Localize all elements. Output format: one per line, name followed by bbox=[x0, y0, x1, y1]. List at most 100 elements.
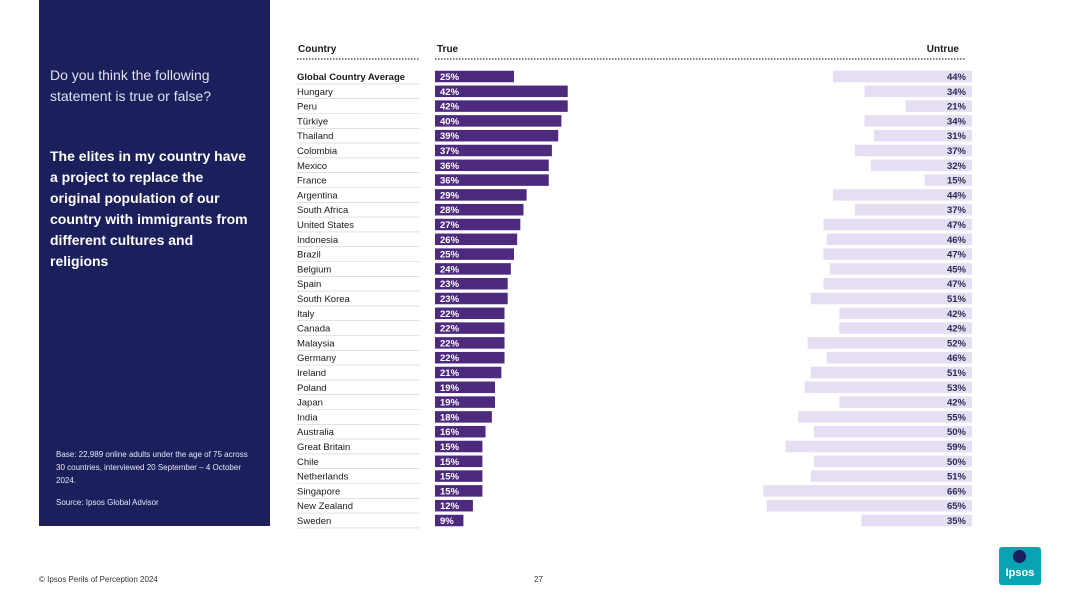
untrue-value-label: 42% bbox=[947, 398, 967, 409]
untrue-value-label: 66% bbox=[947, 486, 967, 497]
untrue-bar bbox=[810, 470, 972, 482]
untrue-bar bbox=[785, 440, 972, 453]
untrue-bar bbox=[766, 499, 972, 512]
true-bar bbox=[435, 396, 496, 408]
untrue-value-label: 52% bbox=[947, 338, 967, 349]
untrue-value-label: 47% bbox=[947, 279, 967, 290]
untrue-value-label: 34% bbox=[947, 116, 967, 127]
true-bar bbox=[435, 514, 464, 527]
country-label: Peru bbox=[297, 102, 317, 113]
untrue-bar bbox=[905, 100, 972, 112]
country-label: Germany bbox=[297, 353, 336, 364]
true-value-label: 23% bbox=[440, 294, 460, 305]
untrue-value-label: 15% bbox=[947, 176, 967, 187]
true-bar bbox=[435, 189, 527, 201]
true-value-label: 36% bbox=[440, 176, 460, 187]
true-bar bbox=[435, 440, 483, 453]
true-bar bbox=[435, 159, 549, 172]
country-label: France bbox=[297, 176, 327, 187]
untrue-bar bbox=[832, 189, 972, 201]
untrue-value-label: 53% bbox=[947, 383, 967, 394]
untrue-bar bbox=[826, 233, 972, 246]
country-label: Hungary bbox=[297, 87, 333, 98]
country-label: Malaysia bbox=[297, 338, 335, 349]
untrue-value-label: 50% bbox=[947, 427, 967, 438]
untrue-value-label: 37% bbox=[947, 146, 967, 157]
untrue-bar bbox=[864, 85, 972, 98]
header-true: True bbox=[437, 44, 459, 55]
untrue-value-label: 44% bbox=[947, 190, 967, 201]
untrue-value-label: 35% bbox=[947, 516, 967, 527]
untrue-value-label: 34% bbox=[947, 87, 967, 98]
true-value-label: 36% bbox=[440, 161, 460, 172]
page-number: 27 bbox=[534, 575, 543, 584]
untrue-bar bbox=[823, 218, 972, 231]
country-label: Netherlands bbox=[297, 472, 348, 483]
true-bar bbox=[435, 366, 502, 379]
untrue-bar bbox=[839, 396, 972, 408]
true-bar bbox=[435, 277, 508, 290]
country-label: Argentina bbox=[297, 190, 338, 201]
base-note: Base: 22,989 online adults under the age… bbox=[56, 450, 248, 485]
country-label: Brazil bbox=[297, 250, 321, 261]
country-label: Sweden bbox=[297, 516, 331, 527]
country-label: Singapore bbox=[297, 486, 340, 497]
country-label: United States bbox=[297, 220, 354, 231]
untrue-value-label: 44% bbox=[947, 72, 967, 83]
country-label: Italy bbox=[297, 309, 315, 320]
question-panel: Do you think the following statement is … bbox=[39, 0, 270, 526]
true-value-label: 15% bbox=[440, 472, 460, 483]
untrue-bar bbox=[839, 307, 972, 320]
true-value-label: 28% bbox=[440, 205, 460, 216]
true-value-label: 40% bbox=[440, 116, 460, 127]
true-value-label: 15% bbox=[440, 457, 460, 468]
country-label: Global Country Average bbox=[297, 72, 405, 83]
logo-text: Ipsos bbox=[1005, 567, 1035, 579]
true-bar bbox=[435, 499, 473, 512]
logo-dot-icon bbox=[1013, 550, 1026, 563]
untrue-bar bbox=[826, 351, 972, 364]
country-label: Japan bbox=[297, 398, 323, 409]
country-label: Great Britain bbox=[297, 442, 350, 453]
untrue-bar bbox=[864, 115, 972, 127]
untrue-value-label: 46% bbox=[947, 235, 967, 246]
true-bar bbox=[435, 70, 514, 83]
untrue-value-label: 65% bbox=[947, 501, 967, 512]
true-value-label: 16% bbox=[440, 427, 460, 438]
untrue-bar bbox=[832, 70, 972, 83]
true-value-label: 12% bbox=[440, 501, 460, 512]
country-label: Canada bbox=[297, 324, 331, 335]
true-bar bbox=[435, 411, 492, 423]
true-value-label: 24% bbox=[440, 264, 460, 275]
true-value-label: 39% bbox=[440, 131, 460, 142]
true-bar bbox=[435, 292, 508, 305]
true-bar bbox=[435, 174, 549, 186]
untrue-value-label: 45% bbox=[947, 264, 967, 275]
true-value-label: 19% bbox=[440, 398, 460, 409]
untrue-value-label: 37% bbox=[947, 205, 967, 216]
country-label: Belgium bbox=[297, 264, 331, 275]
true-value-label: 37% bbox=[440, 146, 460, 157]
untrue-value-label: 31% bbox=[947, 131, 967, 142]
true-bar bbox=[435, 218, 521, 231]
untrue-value-label: 46% bbox=[947, 353, 967, 364]
country-label: South Africa bbox=[297, 205, 349, 216]
true-bar bbox=[435, 470, 483, 482]
true-value-label: 25% bbox=[440, 72, 460, 83]
untrue-value-label: 59% bbox=[947, 442, 967, 453]
untrue-value-label: 51% bbox=[947, 294, 967, 305]
untrue-bar bbox=[855, 144, 972, 157]
source-note: Source: Ipsos Global Advisor bbox=[56, 498, 159, 507]
true-value-label: 42% bbox=[440, 87, 460, 98]
true-bar bbox=[435, 144, 552, 157]
country-label: Colombia bbox=[297, 146, 338, 157]
untrue-bar bbox=[814, 425, 972, 438]
untrue-bar bbox=[823, 248, 972, 260]
true-bar bbox=[435, 322, 505, 334]
country-label: South Korea bbox=[297, 294, 351, 305]
true-bar bbox=[435, 307, 505, 320]
true-bar bbox=[435, 129, 559, 142]
country-label: Spain bbox=[297, 279, 321, 290]
true-value-label: 15% bbox=[440, 442, 460, 453]
